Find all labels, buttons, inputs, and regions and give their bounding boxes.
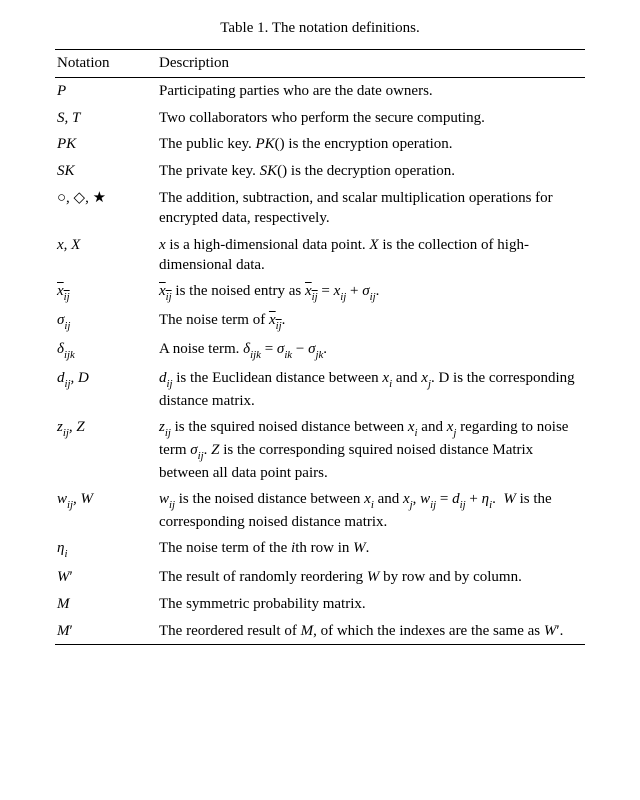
cell-notation: xij <box>55 278 157 307</box>
table-body: PParticipating parties who are the date … <box>55 78 585 645</box>
table-row: SKThe private key. SK() is the decryptio… <box>55 158 585 185</box>
cell-description: The public key. PK() is the encryption o… <box>157 131 585 158</box>
table-row: MThe reordered result of M, of which the… <box>55 617 585 644</box>
cell-description: dij is the Euclidean distance between xi… <box>157 365 585 414</box>
table-row: wij, Wwij is the noised distance between… <box>55 486 585 535</box>
table-row: PParticipating parties who are the date … <box>55 78 585 105</box>
cell-description: xij is the noised entry as xij = xij + σ… <box>157 278 585 307</box>
col-header-description: Description <box>157 50 585 78</box>
cell-description: The noise term of xij. <box>157 307 585 336</box>
table-caption: Table 1. The notation definitions. <box>55 20 585 37</box>
cell-description: The reordered result of M, of which the … <box>157 617 585 644</box>
cell-notation: M <box>55 617 157 644</box>
notation-table: Notation Description PParticipating part… <box>55 49 585 645</box>
cell-notation: x, X <box>55 231 157 278</box>
table-row: MThe symmetric probability matrix. <box>55 591 585 618</box>
table-row: δijkA noise term. δijk = σik − σjk. <box>55 336 585 365</box>
cell-notation: zij, Z <box>55 414 157 486</box>
cell-notation: PK <box>55 131 157 158</box>
cell-description: Two collaborators who perform the secure… <box>157 105 585 132</box>
cell-notation: S, T <box>55 105 157 132</box>
cell-description: The symmetric probability matrix. <box>157 591 585 618</box>
cell-notation: ○, ◇, ★ <box>55 185 157 232</box>
cell-description: The noise term of the ith row in W. <box>157 535 585 564</box>
cell-description: The addition, subtraction, and scalar mu… <box>157 185 585 232</box>
cell-notation: M <box>55 591 157 618</box>
table-row: S, TTwo collaborators who perform the se… <box>55 105 585 132</box>
table-row: ηiThe noise term of the ith row in W. <box>55 535 585 564</box>
table-row: σijThe noise term of xij. <box>55 307 585 336</box>
cell-notation: wij, W <box>55 486 157 535</box>
cell-notation: ηi <box>55 535 157 564</box>
cell-notation: W <box>55 564 157 591</box>
table-row: PKThe public key. PK() is the encryption… <box>55 131 585 158</box>
cell-description: A noise term. δijk = σik − σjk. <box>157 336 585 365</box>
cell-description: wij is the noised distance between xi an… <box>157 486 585 535</box>
cell-description: The private key. SK() is the decryption … <box>157 158 585 185</box>
notation-table-figure: Table 1. The notation definitions. Notat… <box>0 0 640 645</box>
col-header-notation: Notation <box>55 50 157 78</box>
cell-notation: δijk <box>55 336 157 365</box>
cell-notation: σij <box>55 307 157 336</box>
table-row: zij, Zzij is the squired noised distance… <box>55 414 585 486</box>
table-row: ○, ◇, ★The addition, subtraction, and sc… <box>55 185 585 232</box>
cell-description: Participating parties who are the date o… <box>157 78 585 105</box>
table-row: x, Xx is a high-dimensional data point. … <box>55 231 585 278</box>
cell-description: The result of randomly reordering W by r… <box>157 564 585 591</box>
table-row: dij, Ddij is the Euclidean distance betw… <box>55 365 585 414</box>
cell-notation: SK <box>55 158 157 185</box>
table-row: xijxij is the noised entry as xij = xij … <box>55 278 585 307</box>
cell-notation: P <box>55 78 157 105</box>
cell-description: x is a high-dimensional data point. X is… <box>157 231 585 278</box>
table-row: WThe result of randomly reordering W by … <box>55 564 585 591</box>
cell-description: zij is the squired noised distance betwe… <box>157 414 585 486</box>
cell-notation: dij, D <box>55 365 157 414</box>
